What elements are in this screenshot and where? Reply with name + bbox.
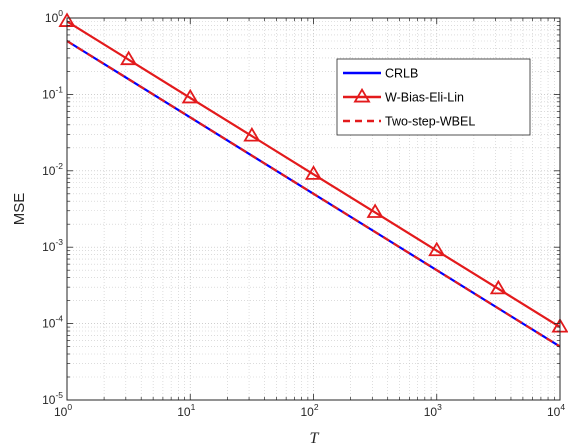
x-tick-labels: 100 101 102 103 104 bbox=[54, 402, 565, 419]
series-line-w-bias-eli-lin bbox=[66, 20, 561, 329]
x-tick-label: 100 bbox=[54, 402, 72, 419]
x-tick-label: 104 bbox=[547, 402, 565, 419]
legend-label-crlb: CRLB bbox=[385, 67, 418, 81]
y-tick-label: 10-4 bbox=[42, 314, 63, 331]
series-layer bbox=[58, 12, 568, 348]
x-tick-label: 103 bbox=[424, 402, 442, 419]
y-tick-labels: 100 10-1 10-2 10-3 10-4 10-5 bbox=[42, 8, 63, 407]
data-point-w-bias-eli-lin bbox=[120, 50, 138, 66]
data-point-w-bias-eli-lin bbox=[428, 241, 446, 257]
y-tick-label: 10-3 bbox=[42, 237, 63, 254]
series-line-two-step-wbel bbox=[66, 40, 561, 348]
ticks-layer bbox=[66, 17, 561, 401]
data-point-w-bias-eli-lin bbox=[181, 88, 199, 104]
y-tick-label: 10-2 bbox=[42, 161, 63, 178]
y-tick-label: 10-5 bbox=[42, 390, 63, 407]
y-tick-label: 100 bbox=[45, 8, 63, 25]
y-tick-label: 10-1 bbox=[42, 84, 63, 101]
data-point-w-bias-eli-lin bbox=[366, 203, 384, 218]
legend-label-w-bias-eli-lin: W-Bias-Eli-Lin bbox=[385, 91, 464, 105]
legend-label-two-step-wbel: Two-step-WBEL bbox=[385, 115, 475, 129]
data-point-w-bias-eli-lin bbox=[304, 165, 323, 180]
legend-marker-w-bias-eli-lin bbox=[353, 87, 371, 103]
x-tick-label: 102 bbox=[300, 402, 318, 419]
x-tick-label: 101 bbox=[177, 402, 195, 419]
x-axis-title: T bbox=[310, 430, 320, 446]
data-point-w-bias-eli-lin bbox=[489, 279, 507, 295]
legend: CRLB W-Bias-Eli-Lin Two-step-WBEL bbox=[336, 58, 531, 136]
data-point-w-bias-eli-lin bbox=[243, 126, 261, 142]
y-axis-title: MSE bbox=[11, 193, 28, 226]
